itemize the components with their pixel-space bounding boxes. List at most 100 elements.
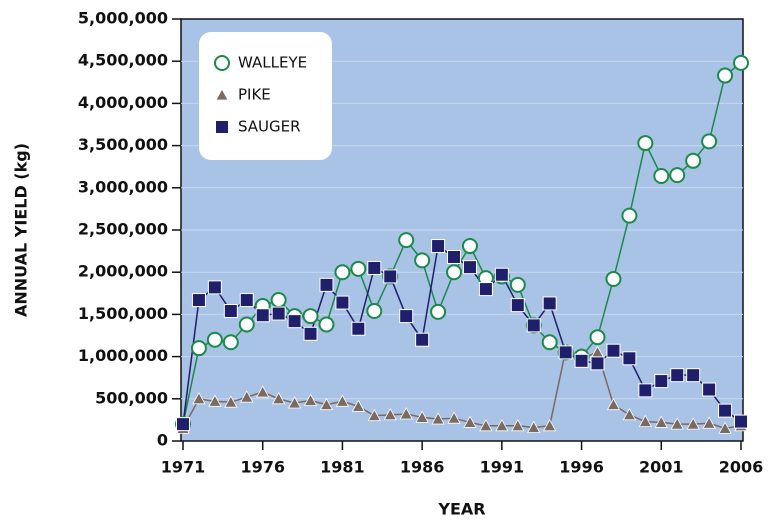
data-point <box>192 391 206 405</box>
x-tick-label: 1991 <box>480 458 525 477</box>
data-point <box>319 397 334 411</box>
data-point <box>734 414 748 429</box>
data-point <box>255 308 270 323</box>
data-point <box>191 293 206 308</box>
y-tick-label: 2,000,000 <box>78 262 168 281</box>
data-point <box>558 345 573 360</box>
data-point <box>351 399 366 412</box>
x-tick-label: 2006 <box>719 458 764 477</box>
data-point <box>509 276 526 293</box>
data-point <box>447 411 461 424</box>
data-point <box>542 296 557 311</box>
data-point <box>670 368 685 383</box>
data-point <box>717 67 734 84</box>
data-point <box>589 329 606 346</box>
legend: WALLEYE PIKE SAUGER <box>199 32 332 160</box>
data-point <box>383 269 398 284</box>
data-point <box>462 260 477 275</box>
y-axis-label: ANNUAL YIELD (kg) <box>12 143 31 317</box>
data-point <box>398 232 415 249</box>
data-point <box>302 308 319 325</box>
data-point <box>541 334 558 351</box>
data-point <box>718 421 732 434</box>
data-point <box>256 385 270 398</box>
data-point <box>638 383 653 398</box>
data-point <box>622 408 637 421</box>
y-tick-label: 1,500,000 <box>78 304 168 323</box>
y-tick-label: 4,500,000 <box>78 51 168 70</box>
x-tick-label: 1971 <box>161 458 206 477</box>
x-tick-label: 2001 <box>639 458 684 477</box>
data-point <box>653 167 670 184</box>
data-point <box>206 331 223 348</box>
y-tick-label: 500,000 <box>95 388 168 407</box>
data-point <box>383 408 397 421</box>
legend-marker <box>215 120 229 134</box>
data-point <box>526 318 541 333</box>
x-tick-label: 1996 <box>559 458 604 477</box>
y-tick-label: 3,500,000 <box>78 135 168 154</box>
data-point <box>686 368 701 383</box>
data-point <box>606 343 621 358</box>
data-point <box>702 382 717 397</box>
data-point <box>494 267 509 282</box>
data-point <box>654 374 669 389</box>
data-point <box>495 418 509 432</box>
data-point <box>478 282 493 297</box>
data-point <box>271 391 286 405</box>
legend-label: SAUGER <box>238 118 301 136</box>
data-point <box>446 264 463 281</box>
data-point <box>350 260 367 277</box>
legend-label: PIKE <box>238 86 271 104</box>
data-point <box>431 412 445 425</box>
x-axis-label: YEAR <box>437 500 485 519</box>
legend-marker <box>214 55 230 71</box>
data-point <box>638 414 653 427</box>
data-point <box>685 152 702 169</box>
data-point <box>271 306 286 321</box>
data-point <box>702 416 716 429</box>
x-tick-label: 1986 <box>400 458 445 477</box>
data-point <box>351 321 366 336</box>
data-point <box>334 264 351 281</box>
data-point <box>590 356 605 371</box>
x-tick-label: 1981 <box>320 458 365 477</box>
x-tick-label: 1976 <box>240 458 285 477</box>
data-point <box>415 332 430 347</box>
data-point <box>238 316 255 333</box>
data-point <box>606 397 621 411</box>
data-point <box>622 351 637 366</box>
data-point <box>511 418 525 432</box>
data-point <box>605 270 622 287</box>
data-point <box>718 403 733 418</box>
data-point <box>287 314 302 329</box>
data-point <box>686 417 700 430</box>
data-point <box>654 415 668 428</box>
data-point <box>415 410 429 423</box>
data-point <box>510 298 525 313</box>
data-point <box>335 295 350 310</box>
y-tick-label: 5,000,000 <box>78 9 168 28</box>
data-point <box>669 167 686 184</box>
data-point <box>463 415 477 428</box>
data-point <box>399 309 414 324</box>
data-point <box>621 207 638 224</box>
data-point <box>270 292 287 309</box>
data-point <box>208 394 222 407</box>
legend-label: WALLEYE <box>238 54 307 72</box>
data-point <box>207 280 222 295</box>
data-point <box>399 407 413 420</box>
data-point <box>318 316 335 333</box>
data-point <box>190 340 207 357</box>
data-point <box>447 250 462 265</box>
y-tick-label: 1,000,000 <box>78 346 168 365</box>
data-point <box>430 303 447 320</box>
data-point <box>222 334 239 351</box>
y-tick-label: 4,000,000 <box>78 93 168 112</box>
y-tick-label: 2,500,000 <box>78 220 168 239</box>
data-point <box>527 420 541 433</box>
data-point <box>319 277 334 292</box>
data-point <box>367 408 381 422</box>
data-point <box>414 252 431 269</box>
